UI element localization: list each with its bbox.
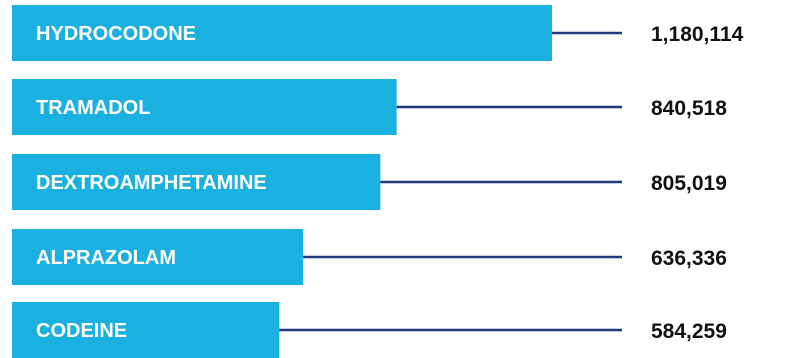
bar-category-label: HYDROCODONE (36, 23, 196, 45)
bar (12, 154, 381, 210)
bar-value-label: 584,259 (651, 320, 727, 343)
bar (12, 229, 304, 285)
bar-category-label: ALPRAZOLAM (36, 247, 176, 269)
bar-category-label: TRAMADOL (36, 97, 150, 119)
bar-row: TRAMADOL 840,518 (12, 79, 727, 135)
bar-value-label: 1,180,114 (651, 23, 744, 46)
bar-row: ALPRAZOLAM 636,336 (12, 229, 727, 285)
bar-category-label: DEXTROAMPHETAMINE (36, 172, 267, 194)
bar-category-label: CODEINE (36, 320, 127, 342)
bar-row: CODEINE 584,259 (12, 302, 727, 358)
bar-row: DEXTROAMPHETAMINE 805,019 (12, 154, 727, 210)
bar-value-label: 636,336 (651, 247, 727, 270)
bar-value-label: 840,518 (651, 97, 727, 120)
bar (12, 5, 552, 61)
bar (12, 79, 397, 135)
bar-row: HYDROCODONE 1,180,114 (12, 5, 744, 61)
bar (12, 302, 280, 358)
bar-value-label: 805,019 (651, 172, 727, 195)
